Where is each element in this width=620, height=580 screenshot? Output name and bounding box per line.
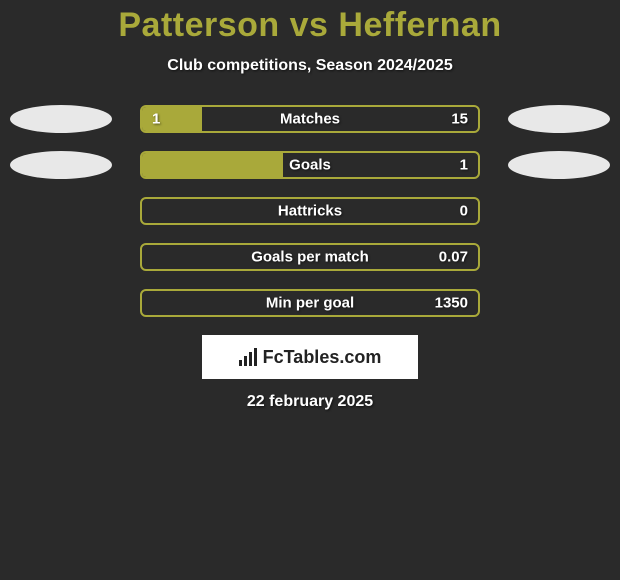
stat-label: Goals per match xyxy=(251,249,369,266)
comparison-container: Patterson vs Heffernan Club competitions… xyxy=(0,0,620,411)
date-label: 22 february 2025 xyxy=(0,393,620,411)
logo-bars-icon xyxy=(239,348,257,366)
stat-label: Goals xyxy=(289,157,331,174)
player-left-oval xyxy=(10,151,112,179)
stat-right-value: 0 xyxy=(460,203,468,220)
page-title: Patterson vs Heffernan xyxy=(0,6,620,45)
stat-right-value: 15 xyxy=(451,111,468,128)
stat-right-value: 1350 xyxy=(435,295,468,312)
stat-bar-fill xyxy=(142,153,283,177)
stat-right-value: 0.07 xyxy=(439,249,468,266)
player-right-oval xyxy=(508,105,610,133)
stat-row: 1 Matches 15 xyxy=(0,105,620,133)
stat-bar: Goals per match 0.07 xyxy=(140,243,480,271)
stat-label: Min per goal xyxy=(266,295,354,312)
player-right-oval xyxy=(508,151,610,179)
stat-row: Hattricks 0 xyxy=(0,197,620,225)
player-left-oval xyxy=(10,105,112,133)
logo: FcTables.com xyxy=(239,347,382,368)
stat-row: Goals 1 xyxy=(0,151,620,179)
stat-left-value: 1 xyxy=(152,111,160,128)
stat-right-value: 1 xyxy=(460,157,468,174)
stat-label: Hattricks xyxy=(278,203,342,220)
page-subtitle: Club competitions, Season 2024/2025 xyxy=(0,57,620,75)
logo-box: FcTables.com xyxy=(202,335,418,379)
stat-row: Min per goal 1350 xyxy=(0,289,620,317)
stat-bar: Min per goal 1350 xyxy=(140,289,480,317)
stat-label: Matches xyxy=(280,111,340,128)
stat-row: Goals per match 0.07 xyxy=(0,243,620,271)
logo-text: FcTables.com xyxy=(263,347,382,368)
stat-bar: Goals 1 xyxy=(140,151,480,179)
stat-rows: 1 Matches 15 Goals 1 Hattricks 0 Goals per matc… xyxy=(0,105,620,317)
stat-bar: Hattricks 0 xyxy=(140,197,480,225)
stat-bar: 1 Matches 15 xyxy=(140,105,480,133)
